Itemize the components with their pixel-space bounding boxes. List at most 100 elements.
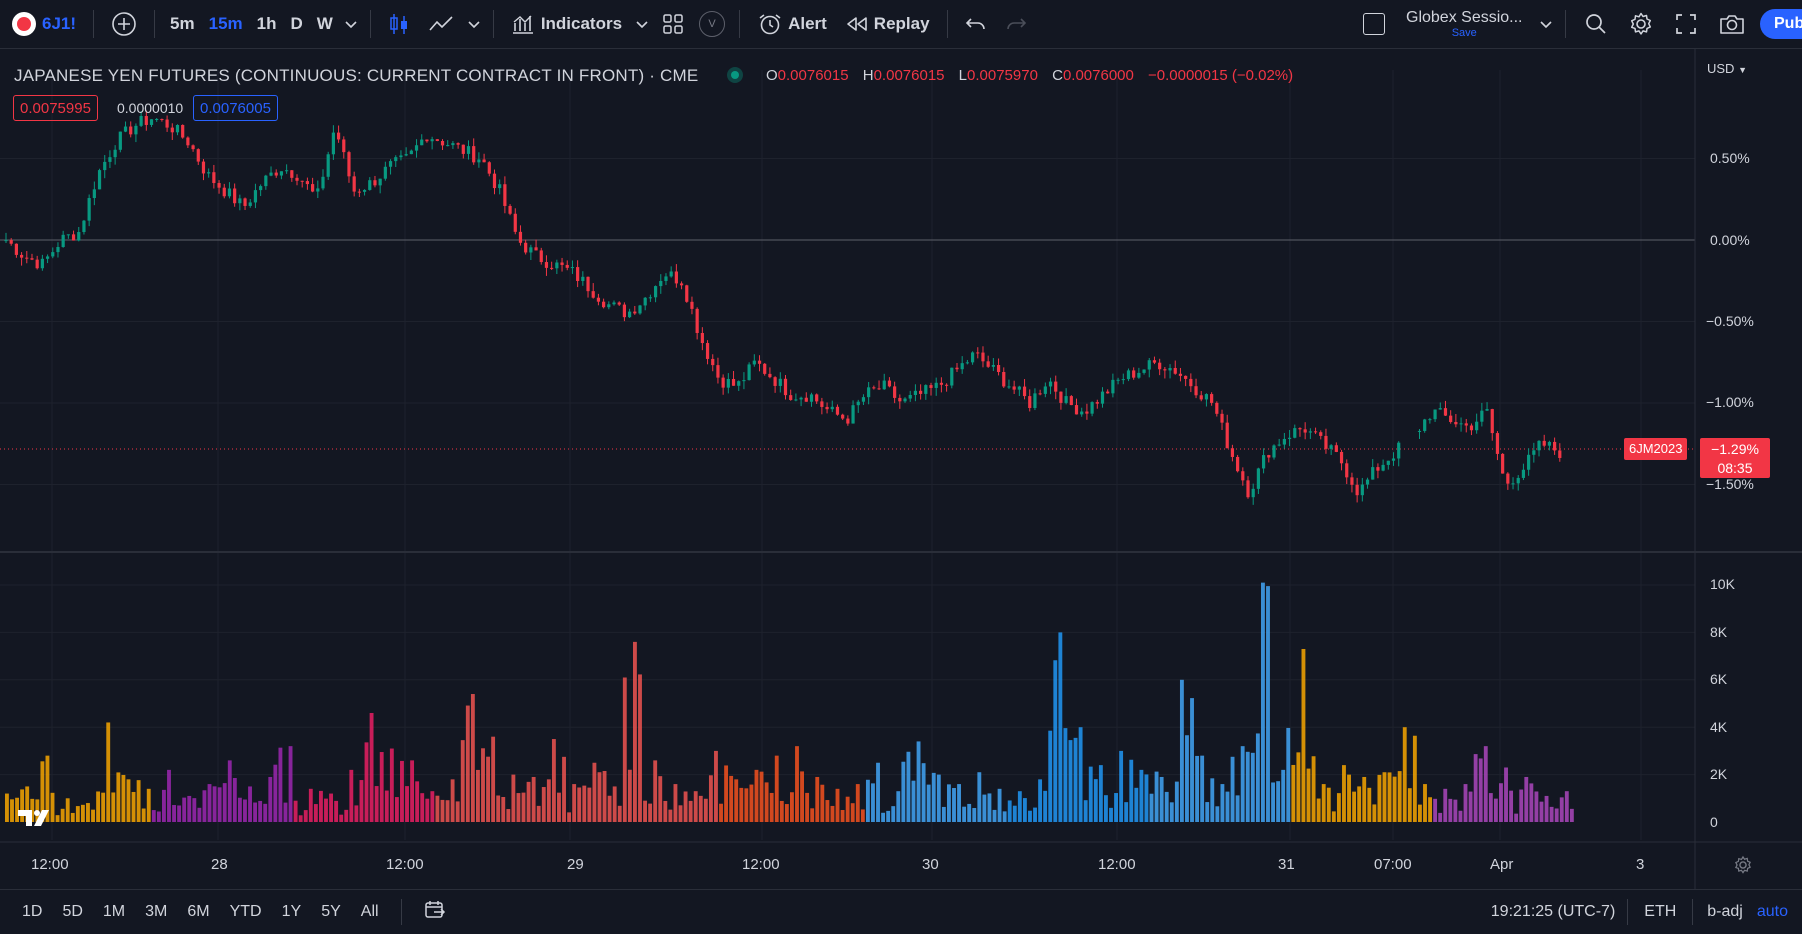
- line-chart-type-button[interactable]: [419, 0, 463, 48]
- candle-body: [955, 367, 959, 370]
- range-1m[interactable]: 1M: [102, 903, 126, 920]
- time-axis-label: 30: [922, 856, 939, 873]
- symbol-legend-title[interactable]: JAPANESE YEN FUTURES (CONTINUOUS: CURREN…: [14, 66, 699, 85]
- candle-body: [217, 183, 221, 188]
- interval-5m[interactable]: 5m: [170, 14, 195, 33]
- bid-price-box[interactable]: 0.0075995: [13, 95, 98, 121]
- indicators-button[interactable]: Indicators: [502, 0, 631, 48]
- interval-d[interactable]: D: [290, 14, 303, 33]
- redo-button[interactable]: [996, 0, 1036, 48]
- candle-body: [1350, 477, 1354, 485]
- volume-bar: [1068, 740, 1073, 822]
- volume-bar: [860, 809, 865, 822]
- interval-15m[interactable]: 15m: [208, 14, 243, 33]
- volume-bar: [1200, 755, 1205, 822]
- candle-body: [305, 181, 310, 185]
- currency-selector[interactable]: USD ▼: [1707, 61, 1747, 76]
- range-5d[interactable]: 5D: [62, 903, 83, 920]
- candle-body: [783, 378, 788, 396]
- candle-body: [118, 131, 122, 150]
- alert-button[interactable]: Alert: [748, 0, 836, 48]
- interval-1h[interactable]: 1h: [256, 14, 277, 33]
- volume-bar: [729, 775, 734, 822]
- chart-canvas[interactable]: [0, 49, 1802, 889]
- volume-bar: [1073, 737, 1078, 822]
- volume-bar: [55, 815, 60, 822]
- volume-bar: [1205, 802, 1210, 822]
- time-axis-label: 12:00: [386, 856, 424, 873]
- range-buttons: 1D 5D 1M 3M 6M YTD 1Y 5Y All: [0, 899, 456, 925]
- volume-bar: [921, 763, 926, 822]
- range-1y[interactable]: 1Y: [281, 903, 302, 920]
- candles-chart-type-button[interactable]: [379, 0, 419, 48]
- indicators-dropdown-button[interactable]: [631, 0, 653, 48]
- volume-bar: [1347, 774, 1351, 822]
- candle-body: [1329, 445, 1333, 449]
- layout-select-checkbox[interactable]: [1354, 0, 1394, 48]
- symbol-search-button[interactable]: 6J1!: [42, 14, 77, 33]
- range-all[interactable]: All: [360, 903, 379, 920]
- compare-symbol-button[interactable]: [102, 0, 146, 48]
- volume-bar: [562, 756, 566, 822]
- candle-body: [518, 231, 523, 243]
- search-button[interactable]: [1574, 0, 1618, 48]
- volume-bar: [182, 797, 187, 822]
- candle-body: [924, 385, 928, 394]
- volume-bar: [334, 800, 339, 822]
- interval-dropdown-button[interactable]: [340, 0, 362, 48]
- settings-button[interactable]: [1618, 0, 1664, 48]
- adjustment-button[interactable]: b-adj: [1707, 903, 1743, 920]
- volume-bar: [1387, 772, 1392, 822]
- range-6m[interactable]: 6M: [187, 903, 210, 920]
- top-toolbar: 6J1! 5m 15m 1h D W Indicators V Alert Re…: [0, 0, 1802, 49]
- range-5y[interactable]: 5Y: [321, 903, 341, 920]
- auto-scale-button[interactable]: auto: [1756, 903, 1788, 920]
- fullscreen-button[interactable]: [1664, 0, 1708, 48]
- range-3m[interactable]: 3M: [145, 903, 168, 920]
- volume-bar: [202, 790, 207, 822]
- publish-button[interactable]: Pub: [1760, 9, 1802, 39]
- candle-body: [1069, 396, 1073, 406]
- replay-button[interactable]: Replay: [836, 0, 939, 48]
- candle-body: [1558, 450, 1562, 458]
- candle-body: [9, 240, 13, 244]
- candle-body: [809, 394, 814, 402]
- volume-bar: [592, 762, 597, 822]
- volume-bar: [389, 748, 394, 822]
- currency-label: USD: [1707, 61, 1735, 76]
- time-axis-label: 3: [1636, 856, 1645, 873]
- templates-button[interactable]: [653, 0, 693, 48]
- tradingview-logo[interactable]: [16, 806, 56, 833]
- candle-body: [279, 171, 284, 176]
- candle-body: [648, 297, 652, 299]
- v-badge-button[interactable]: V: [693, 0, 731, 48]
- candle-body: [25, 257, 29, 259]
- market-open-indicator[interactable]: [727, 67, 743, 83]
- chart-type-dropdown-button[interactable]: [463, 0, 485, 48]
- candle-body: [357, 191, 361, 193]
- layout-name-button[interactable]: Globex Sessio... Save: [1394, 0, 1535, 48]
- interval-w[interactable]: W: [316, 14, 333, 33]
- clock[interactable]: 19:21:25 (UTC-7): [1490, 903, 1616, 920]
- volume-bar: [1331, 811, 1336, 822]
- candle-body: [201, 161, 206, 174]
- volume-bar: [1407, 788, 1412, 822]
- axis-settings-button[interactable]: [1733, 855, 1753, 878]
- range-ytd[interactable]: YTD: [229, 903, 262, 920]
- range-1d[interactable]: 1D: [22, 903, 43, 920]
- session-button[interactable]: ETH: [1644, 903, 1677, 920]
- volume-bar: [303, 810, 308, 822]
- volume-bar: [622, 677, 627, 822]
- toolbar-separator: [400, 899, 402, 925]
- volume-bar: [612, 786, 617, 822]
- layout-dropdown-button[interactable]: [1535, 0, 1557, 48]
- ask-price-box[interactable]: 0.0076005: [193, 95, 278, 121]
- candle-body: [503, 184, 507, 206]
- alarm-clock-icon: [759, 14, 781, 35]
- candle-body: [996, 365, 1001, 372]
- screenshot-button[interactable]: [1708, 0, 1756, 48]
- candle-body: [186, 137, 190, 146]
- chart-pane[interactable]: [0, 49, 1802, 889]
- undo-button[interactable]: [956, 0, 996, 48]
- goto-date-button[interactable]: [414, 900, 456, 925]
